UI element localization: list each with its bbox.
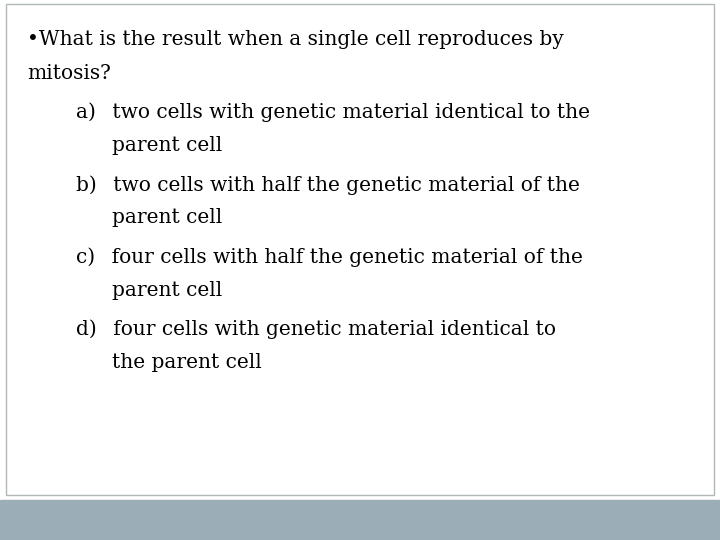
- Bar: [0, 500, 720, 540]
- Text: the parent cell: the parent cell: [112, 353, 261, 372]
- Text: parent cell: parent cell: [112, 208, 222, 227]
- Text: d)  four cells with genetic material identical to: d) four cells with genetic material iden…: [76, 320, 556, 339]
- Text: c)  four cells with half the genetic material of the: c) four cells with half the genetic mate…: [76, 247, 582, 267]
- Text: mitosis?: mitosis?: [27, 64, 111, 83]
- Text: parent cell: parent cell: [112, 281, 222, 300]
- Text: b)  two cells with half the genetic material of the: b) two cells with half the genetic mater…: [76, 175, 580, 194]
- Text: parent cell: parent cell: [112, 136, 222, 155]
- Text: •What is the result when a single cell reproduces by: •What is the result when a single cell r…: [27, 30, 564, 49]
- Text: a)  two cells with genetic material identical to the: a) two cells with genetic material ident…: [76, 103, 590, 122]
